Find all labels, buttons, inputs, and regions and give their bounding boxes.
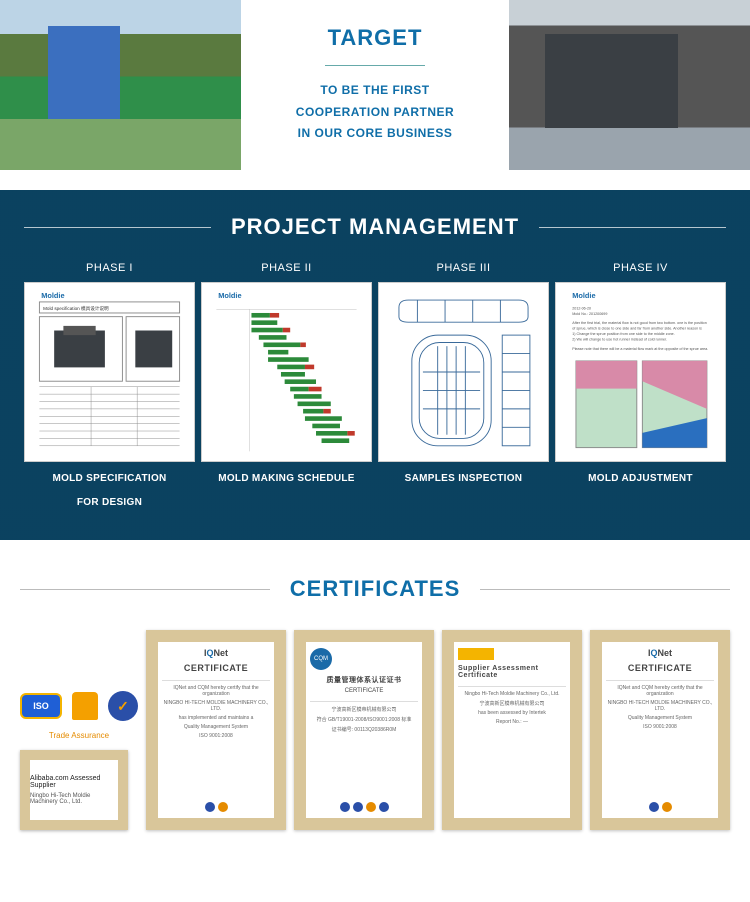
- phase-1-document: Moldie Mold specification 模具设计说明: [24, 282, 195, 462]
- cqm-seal-icon: CQM: [310, 648, 332, 670]
- alibaba-title: Alibaba.com Assessed Supplier: [30, 775, 118, 789]
- svg-text:Moldie: Moldie: [572, 291, 595, 300]
- phase-2-document: Moldie: [201, 282, 372, 462]
- cert-2-body: 宁波高新区模帝机械有限公司 符合 GB/T19001-2008/ISO9001:…: [310, 701, 418, 799]
- svg-text:of sprue, which is close to on: of sprue, which is close to one side and…: [572, 327, 702, 331]
- badge-row-top: ISO: [20, 691, 138, 721]
- svg-text:Mold specification 模具设计说明: Mold specification 模具设计说明: [43, 305, 109, 312]
- svg-text:2012-06-20: 2012-06-20: [572, 306, 591, 310]
- svg-text:Moldie: Moldie: [218, 291, 241, 300]
- phase-2-footer: MOLD MAKING SCHEDULE: [201, 472, 372, 486]
- svg-text:2) We will change to use hot r: 2) We will change to use hot runner inst…: [572, 338, 667, 342]
- badges-column: ISO Trade Assurance Alibaba.com Assessed…: [20, 691, 138, 830]
- certificate-card-3: Supplier Assessment Certificate Ningbo H…: [442, 630, 582, 830]
- pm-rule-right: [539, 227, 726, 228]
- cert-1-title: CERTIFICATE: [184, 663, 248, 673]
- cert-3-body: Ningbo Hi-Tech Moldie Machinery Co., Ltd…: [458, 686, 566, 812]
- hero-banner: TARGET TO BE THE FIRST COOPERATION PARTN…: [0, 0, 750, 170]
- hero-sub-3: IN OUR CORE BUSINESS: [298, 123, 453, 145]
- cert-1-body: IQNet and CQM hereby certify that the or…: [162, 680, 270, 799]
- cert-2-subtitle: CERTIFICATE: [345, 688, 384, 694]
- cert-3-title: Supplier Assessment Certificate: [458, 665, 566, 679]
- pm-heading: PROJECT MANAGEMENT: [24, 214, 726, 240]
- hero-title: TARGET: [328, 25, 423, 51]
- phase-3: PHASE III: [378, 262, 549, 510]
- alibaba-assessed-card: Alibaba.com Assessed Supplier Ningbo Hi-…: [20, 750, 128, 830]
- phase-3-document: [378, 282, 549, 462]
- pm-title: PROJECT MANAGEMENT: [231, 214, 519, 240]
- intertek-logo-icon: [458, 648, 494, 660]
- hero-divider: [325, 65, 425, 66]
- cert-rule-right: [480, 589, 730, 590]
- cert-2-foot: [340, 802, 389, 812]
- pm-rule-left: [24, 227, 211, 228]
- svg-text:Moldie: Moldie: [41, 291, 64, 300]
- certificate-card-1: IQNet CERTIFICATE IQNet and CQM hereby c…: [146, 630, 286, 830]
- alibaba-company: Ningbo Hi-Tech Moldie Machinery Co., Ltd…: [30, 793, 118, 805]
- phase-3-footer: SAMPLES INSPECTION: [378, 472, 549, 486]
- cert-4-body: IQNet and CQM hereby certify that the or…: [606, 680, 714, 799]
- trade-assurance-shield-icon: [72, 692, 98, 720]
- phase-1-label: PHASE I: [24, 262, 195, 274]
- cert-4-brand: IQNet: [648, 648, 672, 658]
- cert-row: ISO Trade Assurance Alibaba.com Assessed…: [20, 630, 730, 830]
- trade-assurance-label: Trade Assurance: [20, 731, 138, 740]
- certificate-card-4: IQNet CERTIFICATE IQNet and CQM hereby c…: [590, 630, 730, 830]
- verified-seal-icon: [108, 691, 138, 721]
- phase-4-footer: MOLD ADJUSTMENT: [555, 472, 726, 486]
- phase-4: PHASE IV Moldie 2012-06-20 Mold No.: 201…: [555, 262, 726, 510]
- phase-1: PHASE I Moldie Mold specification 模具设计说明: [24, 262, 195, 510]
- project-management-section: PROJECT MANAGEMENT PHASE I Moldie Mold s…: [0, 190, 750, 540]
- phase-3-label: PHASE III: [378, 262, 549, 274]
- factory-photo-right: [505, 0, 750, 170]
- cert-4-foot: [649, 802, 672, 812]
- hero-sub-1: TO BE THE FIRST: [320, 80, 429, 102]
- phase-4-label: PHASE IV: [555, 262, 726, 274]
- phases-row: PHASE I Moldie Mold specification 模具设计说明: [24, 262, 726, 510]
- cert-1-brand: IQNet: [204, 648, 228, 658]
- svg-text:Mold No.: 201200699: Mold No.: 201200699: [572, 312, 607, 316]
- certificate-card-2: CQM 质量管理体系认证证书 CERTIFICATE 宁波高新区模帝机械有限公司…: [294, 630, 434, 830]
- phase-2-label: PHASE II: [201, 262, 372, 274]
- factory-photo-left: [0, 0, 245, 170]
- cert-title: CERTIFICATES: [290, 576, 460, 602]
- svg-text:1) Change the sprue position f: 1) Change the sprue position from one si…: [572, 332, 674, 336]
- iso-badge-icon: ISO: [20, 693, 62, 719]
- cert-4-title: CERTIFICATE: [628, 663, 692, 673]
- cert-heading: CERTIFICATES: [20, 576, 730, 602]
- phase-1-footer-2: FOR DESIGN: [24, 496, 195, 510]
- certificates-section: CERTIFICATES ISO Trade Assurance Alibaba…: [0, 540, 750, 870]
- phase-4-document: Moldie 2012-06-20 Mold No.: 201200699 Af…: [555, 282, 726, 462]
- cert-2-title: 质量管理体系认证证书: [327, 675, 402, 685]
- svg-text:Please note that there will be: Please note that there will be a materia…: [572, 347, 708, 351]
- svg-text:After the first trial, the mat: After the first trial, the material flow…: [572, 321, 707, 325]
- phase-2: PHASE II Moldie: [201, 262, 372, 510]
- cert-rule-left: [20, 589, 270, 590]
- cert-1-foot: [205, 802, 228, 812]
- phase-1-footer-1: MOLD SPECIFICATION: [24, 472, 195, 486]
- hero-center-panel: TARGET TO BE THE FIRST COOPERATION PARTN…: [245, 0, 505, 170]
- hero-sub-2: COOPERATION PARTNER: [296, 102, 454, 124]
